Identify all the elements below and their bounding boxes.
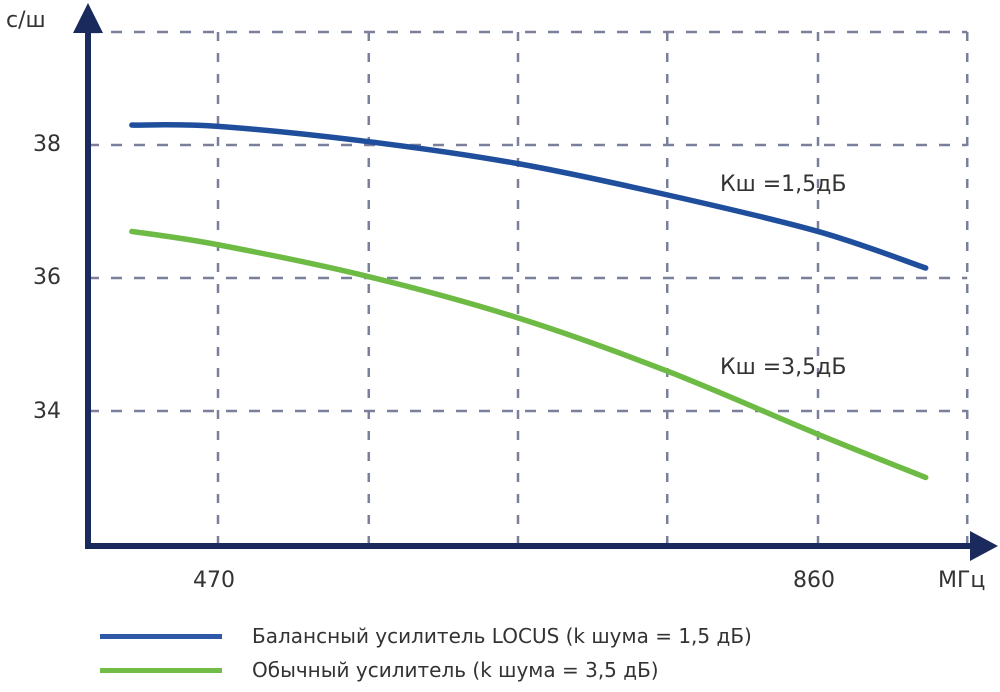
legend-swatch-blue (100, 633, 222, 639)
x-axis-unit-label: МГц (938, 568, 986, 593)
legend-swatch-green (100, 667, 222, 673)
y-axis-arrow-icon (73, 3, 103, 33)
x-tick-860: 860 (793, 568, 835, 593)
series-line-ordinary (129, 228, 929, 481)
y-tick-34: 34 (33, 399, 61, 424)
data-series (129, 122, 929, 481)
series-line-locus (129, 122, 929, 271)
y-tick-38: 38 (33, 132, 61, 157)
legend-label: Обычный усилитель (k шума = 3,5 дБ) (252, 658, 659, 682)
y-axis-unit-label: с/ш (6, 8, 46, 33)
axes (73, 3, 998, 561)
x-axis-arrow-icon (970, 531, 998, 561)
y-tick-36: 36 (33, 265, 61, 290)
annotation-green-series: Кш =3,5дБ (720, 355, 847, 380)
annotation-blue-series: Кш =1,5дБ (720, 172, 847, 197)
legend-item-locus: Балансный усилитель LOCUS (k шума = 1,5 … (100, 624, 752, 648)
legend-item-ordinary: Обычный усилитель (k шума = 3,5 дБ) (100, 658, 659, 682)
grid-lines (88, 30, 969, 546)
x-tick-470: 470 (193, 568, 235, 593)
legend-label: Балансный усилитель LOCUS (k шума = 1,5 … (252, 624, 752, 648)
